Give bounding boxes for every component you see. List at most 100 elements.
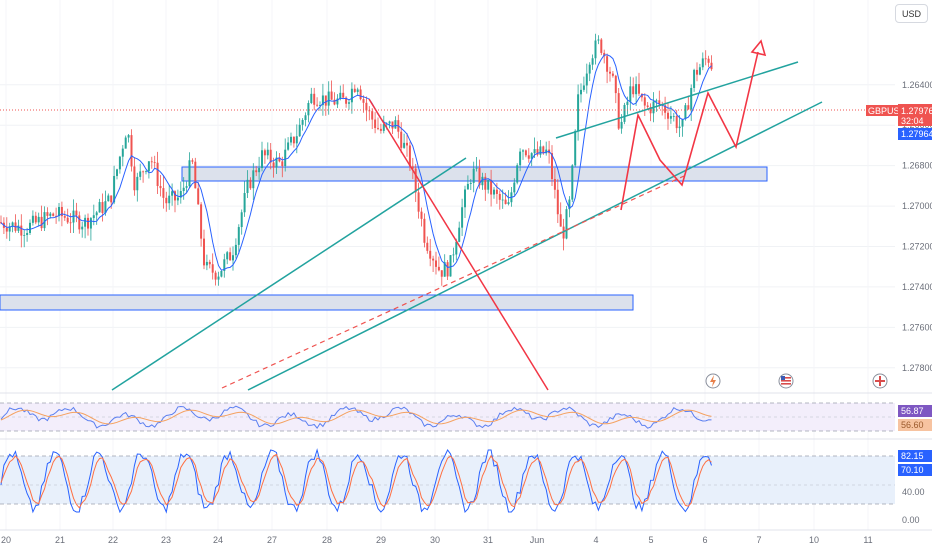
candle-body: [116, 169, 118, 176]
candle-body: [37, 216, 40, 223]
projection-zigzag[interactable]: [620, 51, 759, 211]
uk-flag-icon[interactable]: [872, 373, 888, 389]
candle-body: [655, 100, 658, 102]
candle-body: [197, 188, 200, 205]
candle-body: [272, 162, 275, 168]
candle-body: [87, 217, 89, 229]
trendline-long-2[interactable]: [247, 101, 823, 391]
candle-body: [191, 160, 194, 162]
candle-body: [626, 101, 629, 105]
trendline-dashed[interactable]: [221, 175, 685, 389]
candle-body: [110, 195, 113, 203]
candle-body: [281, 161, 284, 167]
candle-body: [469, 182, 472, 184]
candle-body: [75, 210, 78, 216]
candle-body: [159, 186, 162, 189]
candle-body: [464, 189, 466, 208]
candle-body: [440, 270, 443, 277]
candle-body: [89, 218, 92, 229]
candle-body: [292, 136, 295, 144]
candle-body: [136, 176, 139, 191]
candle-body: [60, 206, 63, 217]
currency-button[interactable]: USD: [895, 4, 928, 23]
time-tick-label: 5: [648, 535, 653, 545]
candle-body: [501, 199, 504, 201]
candle-body: [121, 148, 124, 157]
us-flag-icon[interactable]: [778, 373, 794, 389]
candle-body: [446, 262, 449, 277]
candle-body: [290, 136, 292, 143]
candle-body: [319, 105, 321, 106]
candle-body: [551, 153, 553, 179]
rsi-value-tag: 56.87: [898, 405, 932, 417]
candle-body: [162, 188, 165, 198]
candle-body: [368, 110, 371, 112]
rsi-signal-tag: 56.60: [898, 419, 932, 431]
candle-body: [69, 222, 72, 224]
price-tick-label: 1.26800: [902, 161, 932, 171]
candle-body: [498, 193, 501, 200]
candle-body: [223, 259, 226, 271]
time-tick-label: 22: [108, 535, 118, 545]
candle-body: [362, 99, 365, 103]
candle-body: [107, 195, 110, 202]
time-tick-label: 10: [809, 535, 819, 545]
candle-body: [330, 91, 333, 100]
candle-body: [585, 73, 588, 86]
candle-body: [574, 130, 577, 166]
candle-body: [81, 226, 84, 230]
candle-body: [266, 149, 269, 156]
price-tick-label: 1.26400: [902, 80, 932, 90]
time-axis[interactable]: 20 21 22 23 24 27 28 29 30 31 Jun 4 5 6 7 10 11: [1, 535, 873, 545]
candle-body: [304, 115, 307, 121]
candle-body: [275, 157, 278, 168]
candle-body: [684, 105, 687, 120]
candle-body: [226, 252, 229, 260]
time-tick-label: 4: [593, 535, 598, 545]
price-tick-label: 1.27400: [902, 282, 932, 292]
candle-body: [420, 211, 423, 219]
price-tick-label: 1.27600: [902, 322, 932, 332]
candle-body: [687, 105, 690, 110]
time-tick-label: 27: [267, 535, 277, 545]
candle-body: [316, 104, 319, 106]
candle-body: [513, 182, 516, 193]
candle-body: [429, 250, 432, 259]
candle-body: [391, 121, 394, 129]
candle-body: [649, 106, 652, 114]
candle-body: [701, 58, 704, 68]
candle-body: [188, 160, 191, 187]
support-zone[interactable]: [0, 294, 634, 311]
candle-body: [359, 89, 362, 100]
candle-body: [220, 270, 223, 277]
candle-body: [507, 202, 510, 205]
countdown-label: 32:04: [901, 116, 924, 126]
candle-body: [379, 128, 382, 131]
candle-body: [365, 102, 368, 111]
candle-body: [519, 151, 522, 166]
candle-body: [475, 167, 478, 169]
candle-body: [263, 150, 266, 156]
candle-body: [539, 146, 542, 155]
price-tag-symbol: GBPUSD: [866, 105, 907, 116]
candle-body: [66, 217, 69, 223]
candle-body: [313, 93, 316, 105]
trendline-falling[interactable]: [368, 98, 549, 391]
candle-body: [582, 85, 585, 90]
trendline-channel-top[interactable]: [555, 61, 799, 139]
time-tick-label: 7: [756, 535, 761, 545]
lightning-icon[interactable]: [705, 373, 721, 389]
candle-body: [348, 102, 350, 104]
candle-body: [208, 261, 211, 265]
candle-body: [113, 175, 116, 203]
trendline-long-1[interactable]: [111, 157, 467, 391]
candle-body: [455, 241, 458, 255]
time-tick-label: 29: [376, 535, 386, 545]
candle-body: [145, 171, 147, 173]
candle-body: [307, 103, 310, 116]
candle-body: [577, 94, 580, 131]
stoch-level-0: 0.00: [902, 515, 920, 525]
candle-body: [400, 131, 403, 148]
candle-body: [591, 58, 594, 65]
